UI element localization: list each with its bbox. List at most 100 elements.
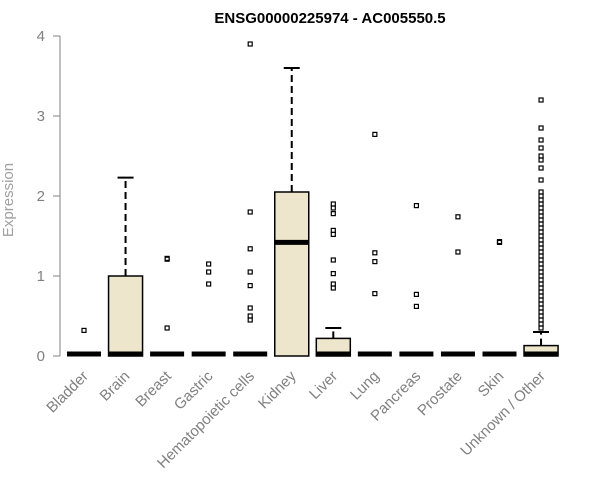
box-group (399, 203, 434, 357)
outlier-point (247, 209, 253, 215)
outlier-point (538, 97, 544, 103)
outlier-point (413, 291, 419, 297)
outlier-point (330, 231, 336, 237)
outlier-point (538, 221, 544, 227)
outlier-point (330, 257, 336, 263)
box-group (150, 255, 185, 357)
outlier-point (538, 209, 544, 215)
outlier-point (538, 237, 544, 243)
outlier-point (330, 205, 336, 211)
outlier-point (330, 227, 336, 233)
outlier-point (538, 153, 544, 159)
outlier-point (206, 261, 212, 267)
outlier-point (538, 277, 544, 283)
outlier-point (538, 145, 544, 151)
x-tick-label: Lung (347, 368, 383, 404)
y-tick-label: 4 (37, 28, 45, 45)
outlier-point (538, 233, 544, 239)
outlier-point (538, 257, 544, 263)
outlier-point (538, 293, 544, 299)
box-group (107, 176, 144, 357)
outlier-point (330, 211, 336, 217)
outlier-point (538, 301, 544, 307)
outlier-point (538, 241, 544, 247)
box-group (233, 41, 268, 357)
outlier-point (538, 325, 544, 331)
outlier-point (538, 261, 544, 267)
outlier-point (247, 269, 253, 275)
outlier-point (206, 281, 212, 287)
outlier-point (538, 253, 544, 259)
boxes (67, 41, 559, 357)
y-tick-label: 1 (37, 268, 45, 285)
outlier-point (330, 285, 336, 291)
box-group (482, 239, 517, 357)
x-tick-label: Skin (475, 368, 508, 401)
outlier-point (247, 246, 253, 252)
outlier-point (538, 189, 544, 195)
outlier-point (372, 291, 378, 297)
outlier-point (372, 259, 378, 265)
x-tick-label: Liver (306, 368, 341, 403)
outlier-point (330, 201, 336, 207)
outlier-point (538, 229, 544, 235)
outlier-point (538, 309, 544, 315)
y-tick-label: 3 (37, 108, 45, 125)
outlier-point (247, 41, 253, 47)
outlier-point (247, 305, 253, 311)
outlier-point (538, 137, 544, 143)
box (107, 275, 144, 357)
y-axis-title: Expression (0, 163, 17, 237)
outlier-point (247, 317, 253, 323)
x-tick-label: Prostate (414, 368, 466, 420)
outlier-point (538, 265, 544, 271)
outlier-point (538, 205, 544, 211)
outlier-point (247, 283, 253, 289)
box-group (191, 261, 226, 357)
outlier-point (372, 250, 378, 256)
outlier-point (330, 271, 336, 277)
outlier-point (538, 281, 544, 287)
outlier-point (538, 321, 544, 327)
outlier-point (538, 273, 544, 279)
outlier-point (455, 249, 461, 255)
outlier-point (538, 225, 544, 231)
outlier-point (330, 281, 336, 287)
outlier-point (538, 269, 544, 275)
outlier-point (413, 203, 419, 209)
y-axis: 0 1 2 3 4 (37, 28, 61, 365)
outlier-point (538, 217, 544, 223)
y-tick-label: 0 (37, 348, 45, 365)
outlier-point (538, 193, 544, 199)
outlier-point (538, 285, 544, 291)
outlier-point (538, 297, 544, 303)
box-group (523, 97, 559, 357)
outlier-point (496, 239, 503, 245)
outlier-point (538, 177, 544, 183)
box-group (357, 131, 392, 357)
outlier-point (81, 327, 87, 333)
x-tick-label: Breast (132, 367, 175, 410)
outlier-point (538, 289, 544, 295)
outlier-point (413, 303, 419, 309)
outlier-point (538, 157, 544, 163)
outlier-point (538, 245, 544, 251)
outlier-point (164, 325, 170, 331)
outlier-point (538, 165, 544, 171)
box (274, 191, 310, 357)
outlier-point (247, 313, 253, 319)
x-tick-label: Bladder (43, 368, 92, 417)
box-group (67, 327, 101, 357)
outlier-point (164, 255, 170, 261)
box-group (440, 214, 475, 357)
outlier-point (455, 214, 461, 220)
outlier-point (538, 317, 544, 323)
box-group (274, 67, 310, 357)
outlier-point (538, 249, 544, 255)
outlier-point (372, 131, 378, 137)
outlier-point (206, 269, 212, 275)
outlier-point (538, 197, 544, 203)
outlier-point (538, 305, 544, 311)
